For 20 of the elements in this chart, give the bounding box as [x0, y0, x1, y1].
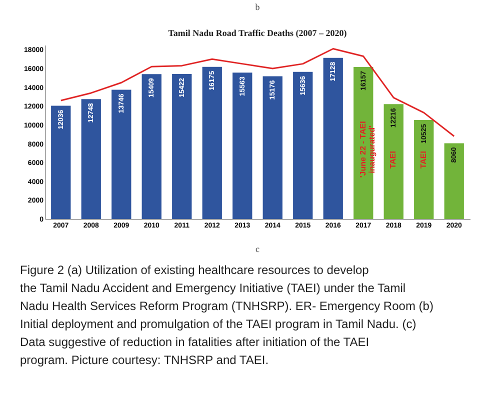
annotation: 'June 22 - TAEI inaugurated': [358, 121, 376, 178]
annotation: TAEI: [388, 151, 398, 169]
caption: Figure 2 (a) Utilization of existing healthcare resources to develop the Tamil Nadu Accident and Emergency Initiative (TAEI) under the Tamil Nadu Health Services Reform Program (TNHSRP). ER- Emergency Room (b) Initial deployment and promulgation of the TAEI program in Tamil Nadu. (c) Data suggestive of reduction in fatalities after initiation of the TAEI program. Picture courtesy: TNHSRP and TAEI.: [20, 263, 434, 367]
bar: [444, 143, 464, 219]
bar: [293, 72, 313, 219]
text: c: [256, 244, 260, 254]
bar: [112, 90, 132, 219]
bar: [51, 106, 71, 219]
bar: [232, 72, 252, 219]
text: b: [255, 2, 260, 12]
bar: [202, 66, 222, 219]
annotation: TAEI: [418, 151, 428, 169]
bar: [172, 74, 192, 219]
bar: [384, 104, 404, 219]
bar: [414, 120, 434, 219]
bar: [323, 58, 343, 219]
bar: [142, 74, 162, 219]
chart-title: Tamil Nadu Road Traffic Deaths (2007 – 2020): [168, 28, 347, 38]
bar: [81, 99, 101, 219]
bar: [262, 76, 282, 219]
